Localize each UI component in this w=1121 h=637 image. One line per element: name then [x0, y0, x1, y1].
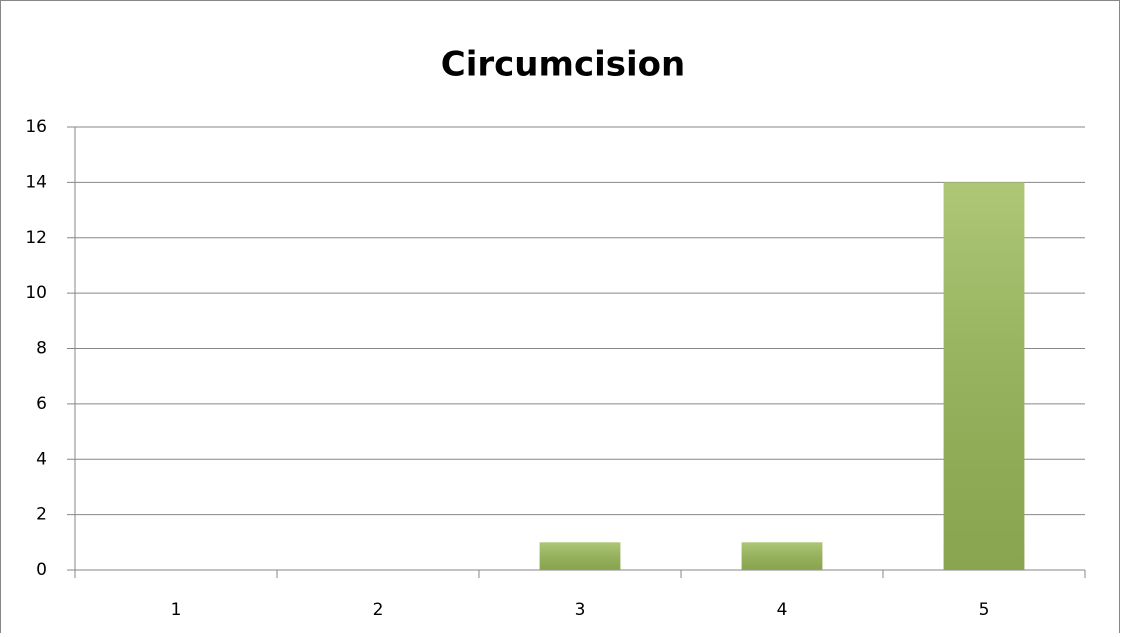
- y-tick-label: 4: [36, 449, 47, 469]
- chart-title: Circumcision: [441, 45, 685, 85]
- y-tick-label: 14: [25, 172, 47, 192]
- bar-shade: [741, 542, 823, 570]
- x-tick-label: 4: [777, 600, 788, 620]
- bar-shade: [539, 542, 621, 570]
- x-tick-label: 3: [575, 600, 586, 620]
- x-tick-label: 1: [171, 600, 182, 620]
- y-tick-label: 16: [25, 117, 47, 137]
- y-tick-label: 2: [36, 505, 47, 525]
- x-tick-label: 5: [979, 600, 990, 620]
- bar-shade: [943, 182, 1025, 570]
- y-tick-label: 0: [36, 560, 47, 580]
- y-tick-label: 8: [36, 339, 47, 359]
- y-tick-label: 6: [36, 394, 47, 414]
- y-tick-label: 10: [25, 283, 47, 303]
- y-tick-label: 12: [25, 228, 47, 248]
- x-tick-label: 2: [373, 600, 384, 620]
